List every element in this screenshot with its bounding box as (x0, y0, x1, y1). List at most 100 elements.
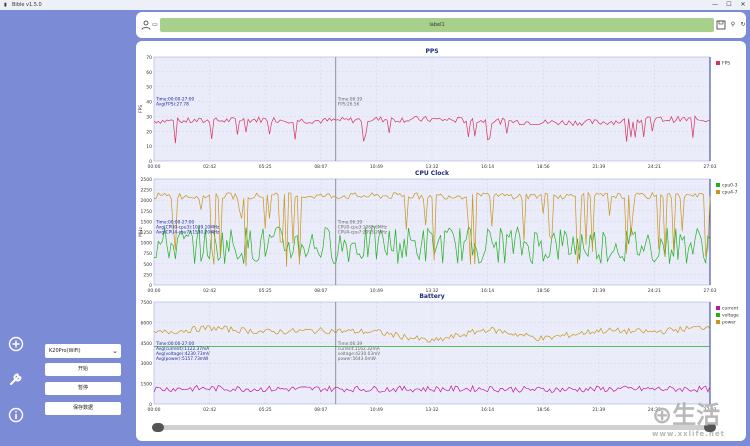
avg-annotation: Avg(FPS):27.78 (156, 102, 189, 108)
cursor-annotation: Time:06:39 (337, 220, 363, 226)
x-tick-label: 24:21 (648, 164, 661, 170)
y-tick-label: 7500 (141, 300, 153, 306)
x-tick-label: 02:42 (203, 288, 216, 294)
info-icon[interactable] (8, 407, 24, 423)
x-tick-label: 00:00 (148, 407, 161, 413)
y-tick-label: 2250 (141, 188, 153, 194)
y-tick-label: 30 (146, 114, 152, 120)
legend-swatch (716, 183, 720, 187)
x-tick-label: 13:32 (426, 407, 439, 413)
x-tick-label: 27:03 (704, 407, 717, 413)
x-tick-label: 00:00 (148, 288, 161, 294)
y-tick-label: 750 (143, 251, 152, 257)
legend-swatch (716, 61, 720, 65)
x-tick-label: 13:32 (426, 288, 439, 294)
avg-annotation: Time:00:00-27:00 (155, 97, 195, 103)
avg-annotation: Avg(CPU0-cpu3):1039.10MHz (156, 225, 220, 231)
y-tick-label: 4500 (141, 341, 153, 347)
start-button[interactable]: 开始 (45, 363, 121, 376)
legend-label: power (722, 320, 736, 326)
y-tick-label: 6000 (141, 320, 153, 326)
refresh-icon[interactable]: ↻ (740, 21, 746, 28)
cursor-annotation: CPU4-cpu7:2093.2MHz (338, 230, 388, 236)
x-tick-label: 27:03 (704, 164, 717, 170)
y-tick-label: 60 (146, 70, 152, 76)
x-tick-label: 18:56 (537, 164, 550, 170)
timeline-end-handle[interactable] (704, 423, 716, 432)
x-tick-label: 21:39 (592, 164, 605, 170)
chart-title: PPS (425, 48, 438, 55)
y-tick-label: 2000 (141, 198, 153, 204)
maximize-button[interactable]: ☐ (726, 1, 732, 8)
series-line-current (153, 384, 711, 394)
y-tick-label: 2500 (141, 177, 153, 183)
monitor-icon[interactable]: ▭ (152, 21, 158, 28)
chart-title: CPU Clock (415, 170, 450, 177)
y-tick-label: 500 (143, 262, 152, 268)
x-tick-label: 16:14 (481, 407, 494, 413)
avg-annotation: Avg(power):5157.73mW (156, 356, 209, 362)
y-axis-label: FPS (138, 105, 144, 113)
x-tick-label: 08:07 (314, 407, 327, 413)
legend-swatch (716, 313, 720, 317)
y-tick-label: 70 (146, 55, 152, 61)
avg-annotation: Time:00:00-27:00 (155, 341, 195, 347)
legend-label: current (722, 306, 738, 312)
x-tick-label: 05:25 (259, 288, 272, 294)
watermark-logo: ⊕生活 www.xxlife.net (652, 401, 725, 438)
cursor-annotation: FPS:26.56 (338, 102, 360, 108)
sidebar (0, 10, 38, 446)
x-tick-label: 21:39 (592, 288, 605, 294)
y-tick-label: 1500 (141, 382, 153, 388)
legend-swatch (716, 320, 720, 324)
x-tick-label: 24:21 (648, 407, 661, 413)
y-tick-label: 1500 (141, 219, 153, 225)
timeline-start-handle[interactable] (152, 423, 164, 432)
series-line-power (153, 325, 711, 343)
x-tick-label: 18:56 (537, 407, 550, 413)
x-tick-label: 10:49 (370, 164, 383, 170)
x-tick-label: 02:42 (203, 164, 216, 170)
minimize-button[interactable]: — (712, 1, 718, 8)
legend-label: voltage (722, 313, 739, 319)
zoom-icon[interactable]: ⚲ (730, 21, 736, 28)
cursor-annotation: Time:06:39 (337, 341, 363, 347)
app-logo-icon: ▮ (4, 2, 7, 8)
timeline-track (154, 425, 714, 430)
device-dropdown[interactable]: K20Pro(WiFi) ⌄ (45, 344, 121, 358)
cursor-annotation: power:5643.0mW (338, 356, 377, 362)
save-icon[interactable] (716, 20, 726, 30)
y-tick-label: 20 (146, 129, 152, 135)
title-bar: ▮ Bible v1.5.0 — ☐ ✕ (0, 0, 750, 10)
save-data-button[interactable]: 保存数据 (45, 402, 121, 415)
x-tick-label: 10:49 (370, 288, 383, 294)
x-tick-label: 24:21 (648, 288, 661, 294)
x-tick-label: 10:49 (370, 407, 383, 413)
y-tick-label: 1250 (141, 230, 153, 236)
status-label: label1 (160, 18, 714, 32)
legend-swatch (716, 306, 720, 310)
avg-annotation: Time:00:00-27:00 (155, 220, 195, 226)
x-tick-label: 21:39 (592, 407, 605, 413)
avg-annotation: Avg(voltage):4230.73mV (156, 351, 210, 357)
y-tick-label: 50 (146, 85, 152, 91)
x-tick-label: 08:07 (314, 288, 327, 294)
pause-button[interactable]: 暂停 (45, 382, 121, 395)
wrench-icon[interactable] (8, 371, 24, 387)
y-tick-label: 1750 (141, 209, 153, 215)
user-icon[interactable] (141, 20, 151, 30)
y-tick-label: 40 (146, 100, 152, 106)
x-tick-label: 18:56 (537, 288, 550, 294)
charts-canvas: PPS 0 10 20 30 40 50 60 70 FPS 00:00 02:42 05:25 08:0… (138, 48, 739, 432)
add-icon[interactable] (8, 336, 24, 352)
y-tick-label: 0 (149, 402, 152, 408)
top-bar: ▭ label1 ⚲ ↻ (136, 12, 746, 38)
legend-label: cpu4-7 (722, 190, 738, 196)
close-button[interactable]: ✕ (740, 1, 746, 8)
x-tick-label: 16:14 (481, 164, 494, 170)
control-panel: K20Pro(WiFi) ⌄ 开始 暂停 保存数据 (38, 10, 134, 446)
chevron-down-icon: ⌄ (112, 347, 118, 355)
series-line-FPS (153, 115, 711, 144)
cursor-annotation: Time:06:39 (337, 97, 363, 103)
cursor-annotation: CPU0-cpu3:1065.6MHz (338, 225, 388, 231)
